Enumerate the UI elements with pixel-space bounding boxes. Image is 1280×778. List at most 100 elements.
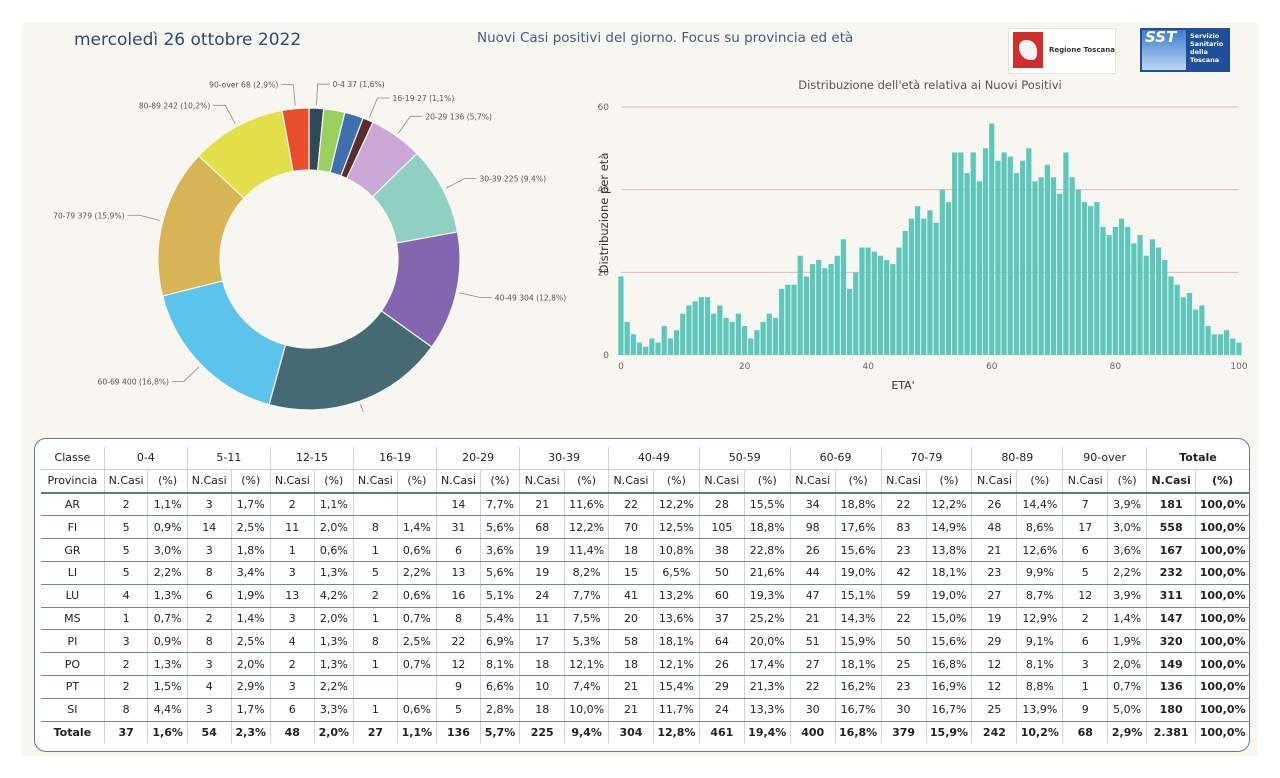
table-cell: 5,4% <box>479 607 520 631</box>
pie-leader-line <box>213 104 236 124</box>
table-cell: 14,4% <box>1016 492 1063 517</box>
table-cell: 8,7% <box>1016 584 1063 608</box>
province-cell: GR <box>41 538 105 562</box>
table-cell: 16,2% <box>834 675 882 699</box>
table-cell: 5 <box>1062 561 1108 585</box>
table-cell: 558 <box>1146 515 1196 540</box>
histogram-bar <box>1211 334 1217 355</box>
age-histogram-chart: Distribuzione dell'età relativa ai Nuovi… <box>597 78 1248 392</box>
histogram-bar <box>902 231 908 355</box>
table-cell: 12,2% <box>925 492 972 517</box>
table-cell: 18,8% <box>743 515 791 540</box>
header-group: 0-4 <box>103 447 188 470</box>
table-cell: 1 <box>1062 675 1108 699</box>
histogram-bar <box>1217 334 1224 355</box>
table-cell <box>353 675 398 699</box>
table-cell: 50 <box>698 561 745 585</box>
table-cell: 100,0% <box>1195 607 1249 631</box>
pie-leader-line <box>360 404 364 412</box>
table-cell: 15 <box>607 561 654 585</box>
table-cell: 12,9% <box>1016 607 1063 631</box>
header-group: 80-89 <box>971 447 1063 470</box>
province-cell: LI <box>41 561 105 585</box>
table-cell: 23 <box>971 561 1017 585</box>
table-cell: 5,6% <box>479 515 520 540</box>
header-sub: N.Casi <box>971 469 1017 494</box>
histogram-bar <box>921 218 927 355</box>
histogram-bar <box>1193 309 1199 355</box>
histogram-bar <box>1069 177 1075 355</box>
regione-toscana-logo: Regione Toscana <box>1008 28 1116 74</box>
table-cell: 20 <box>607 607 654 631</box>
sst-logo-abbr: SST <box>1145 28 1177 46</box>
table-cell: 11 <box>519 607 565 631</box>
table-cell: 10,8% <box>653 538 700 562</box>
page-title: Nuovi Casi positivi del giorno. Focus su… <box>477 30 854 46</box>
table-cell: 19 <box>519 538 565 562</box>
histogram-bar <box>890 264 896 355</box>
table-cell: 6 <box>1062 629 1108 654</box>
header-sub: N.Casi <box>1062 469 1108 494</box>
table-cell: 18,8% <box>834 492 882 517</box>
histogram-bar <box>741 326 748 355</box>
header-sub: N.Casi <box>519 469 565 494</box>
table-cell: 26 <box>971 492 1017 517</box>
histogram-bar <box>624 321 630 355</box>
table-cell: 83 <box>880 515 927 540</box>
table-cell: 4 <box>186 675 232 699</box>
table-cell: 225 <box>519 720 565 744</box>
histogram-bar <box>952 152 958 355</box>
table-cell: 13,9% <box>1016 698 1063 722</box>
province-cell: MS <box>41 607 105 631</box>
table-cell: 0,7% <box>147 607 188 631</box>
table-cell: 44 <box>789 561 836 585</box>
table-cell: 7,4% <box>564 675 609 699</box>
table-cell: 17,4% <box>743 652 791 676</box>
table-cell: 16,8% <box>834 720 882 744</box>
table-cell: 0,6% <box>313 538 354 562</box>
pie-leader-line <box>281 84 296 106</box>
table-cell: 0,7% <box>396 652 437 676</box>
table-cell <box>353 492 398 517</box>
table-cell: 18,1% <box>834 652 882 676</box>
histogram-bar <box>655 342 661 355</box>
histogram-bar <box>1199 305 1205 355</box>
province-cell: PT <box>41 675 105 699</box>
table-cell: 100,0% <box>1195 675 1249 699</box>
histogram-bar <box>927 210 933 355</box>
y-tick-label: 40 <box>598 186 610 196</box>
header-sub: N.Casi <box>607 469 654 494</box>
histogram-bar <box>1137 235 1143 355</box>
table-cell: 12,1% <box>653 652 700 676</box>
pie-leader-line <box>171 366 200 382</box>
header-sub: (%) <box>925 469 972 494</box>
histogram-bar <box>989 123 995 356</box>
table-cell: 2,2% <box>396 561 437 585</box>
table-cell: 22 <box>880 607 927 631</box>
table-cell: 4 <box>269 629 315 654</box>
table-cell: 2,3% <box>230 720 271 744</box>
table-cell: 100,0% <box>1195 720 1249 744</box>
histogram-bar <box>1038 177 1044 355</box>
table-cell: 18,1% <box>653 629 700 654</box>
pie-slice-11 <box>281 107 310 173</box>
histogram-bar <box>1131 243 1137 355</box>
histogram-bar <box>667 338 673 355</box>
table-cell: 0,6% <box>396 538 437 562</box>
table-cell: 2 <box>269 492 315 517</box>
table-cell: 24 <box>519 584 565 608</box>
histogram-bar <box>908 218 915 355</box>
table-cell: 100,0% <box>1195 561 1249 585</box>
table-cell: 2,0% <box>313 720 354 744</box>
table-cell: 5 <box>103 538 148 562</box>
table-cell: 14 <box>186 515 232 540</box>
table-cell: 7,7% <box>479 492 520 517</box>
table-cell: 14,3% <box>834 607 882 631</box>
table-cell: 2 <box>269 652 315 676</box>
table-cell: 1 <box>103 607 148 631</box>
header-group: Totale <box>1146 447 1249 470</box>
table-cell: 8 <box>353 629 398 654</box>
table-cell: 9 <box>1062 698 1108 722</box>
histogram-title: Distribuzione dell'età relativa ai Nuovi… <box>798 78 1062 92</box>
table-cell: 5 <box>103 515 148 540</box>
